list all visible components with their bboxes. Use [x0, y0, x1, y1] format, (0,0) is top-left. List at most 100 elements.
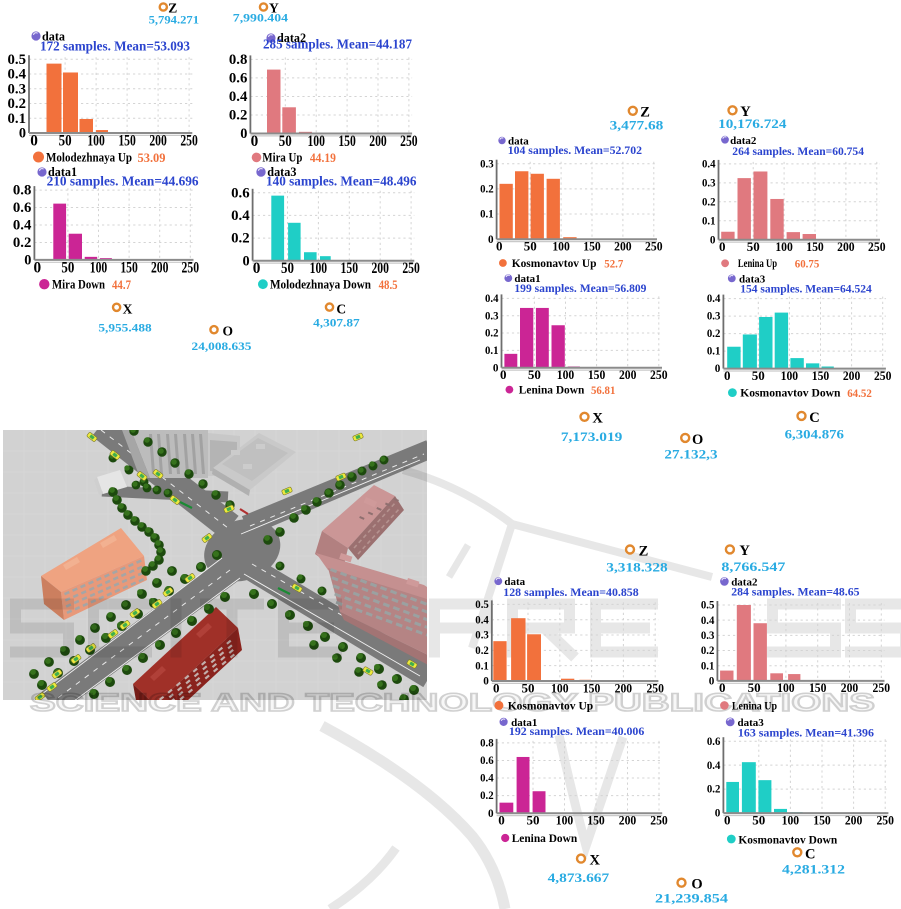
svg-text:0.2: 0.2 [231, 231, 250, 247]
svg-text:data3: data3 [267, 165, 296, 179]
svg-text:50: 50 [747, 239, 760, 254]
svg-text:200: 200 [149, 133, 167, 150]
svg-text:140 samples. Mean=48.496: 140 samples. Mean=48.496 [266, 174, 417, 189]
svg-text:X: X [590, 852, 601, 868]
svg-text:Y: Y [739, 543, 750, 559]
svg-text:0.4: 0.4 [229, 89, 248, 105]
svg-text:44.19: 44.19 [310, 151, 336, 165]
svg-text:3,318.328: 3,318.328 [606, 559, 668, 574]
svg-text:150: 150 [341, 260, 359, 277]
svg-text:8,766.547: 8,766.547 [721, 559, 786, 574]
svg-text:data: data [42, 30, 65, 44]
svg-text:200: 200 [837, 239, 855, 254]
svg-text:163 samples. Mean=41.396: 163 samples. Mean=41.396 [738, 725, 874, 739]
svg-text:0.8: 0.8 [229, 52, 248, 68]
svg-text:0.2: 0.2 [701, 645, 715, 657]
svg-text:285 samples. Mean=44.187: 285 samples. Mean=44.187 [263, 37, 412, 52]
svg-text:Kosmonavtov Down: Kosmonavtov Down [740, 386, 841, 400]
svg-text:0.4: 0.4 [475, 614, 489, 626]
svg-text:100: 100 [775, 239, 793, 254]
svg-text:X: X [123, 301, 133, 316]
svg-text:0.3: 0.3 [480, 158, 494, 170]
svg-text:Mira Up: Mira Up [262, 149, 302, 164]
svg-text:0: 0 [719, 239, 726, 254]
svg-text:data3: data3 [738, 717, 765, 729]
svg-text:128 samples. Mean=40.858: 128 samples. Mean=40.858 [503, 585, 638, 599]
svg-text:0.3: 0.3 [8, 81, 27, 97]
svg-text:0.2: 0.2 [13, 235, 32, 251]
svg-text:4,873.667: 4,873.667 [548, 870, 610, 885]
svg-text:0: 0 [493, 680, 500, 695]
svg-text:0: 0 [242, 253, 249, 269]
svg-text:Molodezhnaya Down: Molodezhnaya Down [270, 277, 372, 292]
svg-text:X: X [592, 411, 603, 427]
svg-text:56.81: 56.81 [591, 385, 616, 397]
svg-text:0.1: 0.1 [475, 660, 489, 672]
svg-text:21,239.854: 21,239.854 [655, 890, 729, 905]
svg-text:100: 100 [781, 368, 799, 383]
svg-text:Molodezhnaya Up: Molodezhnaya Up [46, 150, 132, 165]
svg-text:0.5: 0.5 [701, 600, 715, 612]
svg-text:250: 250 [650, 367, 668, 382]
svg-text:104 samples. Mean=52.702: 104 samples. Mean=52.702 [508, 143, 642, 157]
svg-text:0: 0 [715, 808, 721, 820]
svg-text:0.2: 0.2 [229, 108, 248, 124]
svg-text:0.4: 0.4 [701, 615, 715, 627]
svg-text:6,304.876: 6,304.876 [785, 427, 845, 442]
svg-text:200: 200 [371, 260, 389, 277]
svg-text:172 samples. Mean=53.093: 172 samples. Mean=53.093 [40, 39, 190, 54]
svg-text:50: 50 [527, 813, 540, 828]
svg-text:0.3: 0.3 [707, 311, 721, 323]
svg-text:5,955.488: 5,955.488 [98, 322, 152, 334]
svg-text:data3: data3 [739, 273, 766, 285]
svg-text:data1: data1 [48, 165, 77, 179]
svg-text:0.4: 0.4 [13, 218, 32, 234]
svg-text:0.8: 0.8 [13, 183, 32, 199]
svg-text:0: 0 [33, 259, 41, 276]
svg-text:53.09: 53.09 [138, 151, 166, 165]
svg-text:C: C [805, 846, 815, 862]
svg-text:0.4: 0.4 [8, 67, 27, 83]
svg-text:0: 0 [710, 234, 716, 246]
svg-text:50: 50 [752, 368, 765, 383]
svg-text:Kosmonavtov Down: Kosmonavtov Down [738, 832, 837, 846]
svg-text:100: 100 [90, 259, 108, 276]
svg-text:60.75: 60.75 [795, 259, 820, 271]
svg-text:200: 200 [843, 368, 861, 383]
svg-text:0.1: 0.1 [485, 345, 499, 357]
svg-text:0: 0 [30, 133, 38, 150]
svg-text:200: 200 [619, 367, 637, 382]
svg-text:64.52: 64.52 [847, 388, 872, 400]
svg-text:SCIENCE AND TECHNOLOGY PUBLICA: SCIENCE AND TECHNOLOGY PUBLICATIONS [30, 689, 875, 717]
svg-text:data: data [508, 135, 529, 147]
svg-text:0.2: 0.2 [707, 784, 721, 796]
svg-text:200: 200 [151, 259, 169, 276]
svg-text:Y: Y [269, 0, 279, 15]
svg-text:Z: Z [640, 105, 650, 121]
svg-text:0: 0 [240, 126, 247, 142]
svg-text:210 samples. Mean=44.696: 210 samples. Mean=44.696 [47, 174, 199, 189]
svg-text:0.6: 0.6 [231, 185, 250, 201]
svg-text:7,990.404: 7,990.404 [233, 13, 289, 25]
svg-text:0.6: 0.6 [229, 71, 248, 87]
svg-text:100: 100 [552, 239, 570, 254]
svg-text:250: 250 [180, 133, 198, 150]
svg-text:284 samples. Mean=48.65: 284 samples. Mean=48.65 [731, 585, 859, 599]
svg-text:250: 250 [402, 260, 420, 277]
svg-text:Z: Z [639, 543, 649, 559]
svg-text:0: 0 [19, 126, 26, 142]
svg-text:4,281.312: 4,281.312 [782, 862, 845, 877]
svg-text:264 samples. Mean=60.754: 264 samples. Mean=60.754 [732, 144, 864, 158]
svg-text:50: 50 [524, 239, 537, 254]
svg-text:150: 150 [338, 133, 356, 150]
svg-text:0.4: 0.4 [485, 293, 499, 305]
svg-text:O: O [691, 877, 702, 893]
svg-text:250: 250 [868, 239, 886, 254]
svg-text:27.132,3: 27.132,3 [664, 446, 718, 461]
svg-text:0: 0 [498, 813, 505, 828]
svg-text:Lenina Up: Lenina Up [738, 256, 777, 270]
svg-text:Lenina Down: Lenina Down [512, 831, 578, 845]
svg-text:0: 0 [724, 812, 731, 827]
svg-text:0: 0 [253, 260, 261, 277]
svg-text:24,008.635: 24,008.635 [192, 341, 252, 353]
